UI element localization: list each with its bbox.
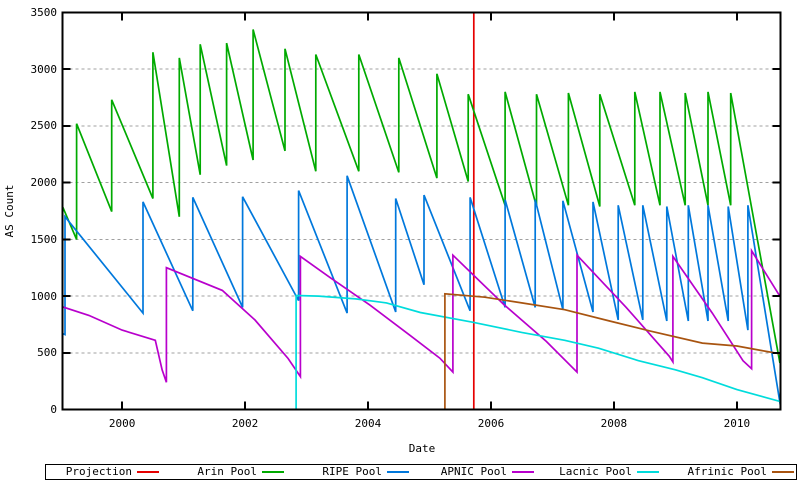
- y-tick-label: 1000: [30, 289, 58, 303]
- plot-border: [61, 11, 782, 411]
- y-tick-label: 2500: [30, 119, 58, 133]
- legend-label: Arin Pool: [197, 465, 257, 478]
- y-axis-title: AS Count: [3, 184, 16, 238]
- x-tick-label: 2000: [108, 417, 136, 430]
- legend-label: Afrinic Pool: [687, 465, 767, 478]
- y-tick-label: 500: [37, 346, 57, 360]
- legend-line-sample: [772, 471, 794, 473]
- y-tick-label: 2000: [30, 176, 58, 190]
- legend-item-apnic-pool: APNIC Pool: [421, 465, 546, 479]
- y-tick-label: 1500: [30, 232, 58, 246]
- y-tick-label: 3000: [30, 62, 58, 76]
- legend-item-projection: Projection: [46, 465, 171, 479]
- legend-item-arin-pool: Arin Pool: [171, 465, 296, 479]
- y-tick-label: 0: [50, 403, 57, 416]
- x-tick-label: 2004: [354, 417, 382, 430]
- legend-line-sample: [137, 471, 159, 473]
- x-tick-label: 2002: [231, 417, 259, 430]
- legend-item-ripe-pool: RIPE Pool: [296, 465, 421, 479]
- y-tick-label: 3500: [30, 6, 58, 19]
- series-line-apnic-pool: [62, 247, 781, 383]
- x-tick-label: 2010: [723, 417, 751, 430]
- legend-item-afrinic-pool: Afrinic Pool: [671, 465, 796, 479]
- series-line-arin-pool: [62, 29, 781, 364]
- legend-label: RIPE Pool: [322, 465, 382, 478]
- series-line-lacnic-pool: [295, 294, 781, 410]
- x-tick-label: 2006: [477, 417, 505, 430]
- legend-line-sample: [637, 471, 659, 473]
- series-line-afrinic-pool: [444, 292, 781, 410]
- legend-line-sample: [262, 471, 284, 473]
- legend-line-sample: [387, 471, 409, 473]
- x-tick-label: 2008: [600, 417, 628, 430]
- legend-label: Projection: [65, 465, 132, 478]
- legend: Projection Arin Pool RIPE Pool APNIC Pool La…: [45, 464, 797, 480]
- legend-label: Lacnic Pool: [559, 465, 632, 478]
- legend-line-sample: [512, 471, 534, 473]
- legend-label: APNIC Pool: [440, 465, 507, 478]
- x-axis-title: Date: [408, 442, 436, 455]
- legend-item-lacnic-pool: Lacnic Pool: [546, 465, 671, 479]
- series-line-ripe-pool: [62, 175, 781, 407]
